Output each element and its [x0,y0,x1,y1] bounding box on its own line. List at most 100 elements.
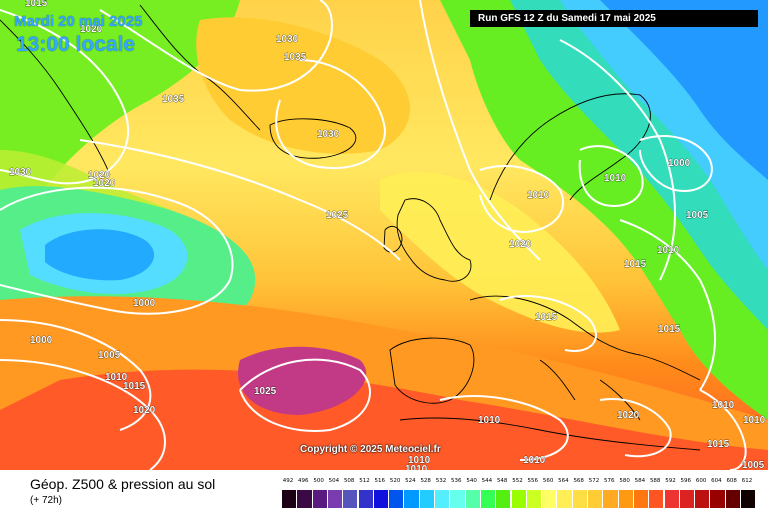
legend-label: 544 [481,478,493,484]
pressure-label: 1015 [123,381,146,392]
pressure-label: 1025 [326,210,349,221]
legend-label: 532 [435,478,447,484]
legend-label: 500 [313,478,324,484]
legend-swatch [633,490,649,508]
forecast-local-time: 13:00 locale [16,33,136,56]
pressure-label: 1000 [133,298,156,309]
pressure-label: 1015 [707,439,730,450]
legend-label: 524 [405,478,416,484]
legend-swatch [389,490,404,508]
forecast-date: Mardi 20 mai 2025 [14,13,143,30]
legend-label: 592 [665,478,676,484]
legend-swatch [588,490,603,508]
footer-bar: Géop. Z500 & pression au sol (+ 72h) 492… [0,470,768,512]
yellow-band-center [380,171,620,333]
pressure-label: 1020 [509,239,532,250]
legend-label: 572 [588,478,600,484]
blue-core-west [45,229,155,281]
legend-swatch [480,490,496,508]
pressure-label: 1020 [617,410,640,421]
pressure-label: 1035 [162,94,185,105]
legend-swatch [404,490,419,508]
legend-label: 536 [451,478,462,484]
legend-swatch [664,490,679,508]
legend-swatch [358,490,373,508]
legend-label: 584 [634,478,646,484]
pressure-label: 1030 [9,167,32,178]
pressure-label: 1030 [276,34,299,45]
red-band-south [0,369,768,470]
legend-label: 556 [527,478,539,484]
legend-label: 588 [649,478,661,484]
isobars [0,0,746,470]
legend-label: 552 [512,478,523,484]
legend-swatch [695,490,710,508]
orange-band-north [196,17,410,154]
legend-label: 496 [298,478,309,484]
legend-swatch [327,490,343,508]
pressure-label: 1010 [478,415,501,426]
legend-swatch [710,490,725,508]
legend-swatch [618,490,633,508]
legend-swatch [725,490,740,508]
legend-swatch [312,490,327,508]
pressure-label: 1015 [535,312,558,323]
legend-label: 492 [282,478,294,484]
pressure-labels: 1015 1020 1030 1035 1035 1030 1030 1020 … [9,0,766,470]
pressure-label: 1000 [30,335,53,346]
legend-swatch [450,490,465,508]
legend-swatch [297,490,312,508]
legend-label: 580 [619,478,630,484]
legend-swatch [557,490,572,508]
british-isles-coast [383,198,472,282]
pressure-label: 1010 [604,173,627,184]
legend-label: 604 [711,478,722,484]
legend-label: 528 [420,478,431,484]
legend-swatch [373,490,389,508]
pressure-label: 1010 [105,372,128,383]
pressure-label: 1005 [98,350,121,361]
pressure-label: 1010 [527,190,550,201]
legend-swatch [343,490,358,508]
parameter-title: Géop. Z500 & pression au sol [30,476,216,492]
pressure-label: 1025 [254,386,277,397]
pressure-label: 1020 [133,405,156,416]
legend-label: 504 [328,478,340,484]
north-africa-coast [399,417,701,451]
legend-swatch [435,490,450,508]
weather-map: 1015 1020 1030 1035 1035 1030 1030 1020 … [0,0,768,470]
pressure-label: 1010 [712,400,735,411]
pressure-label: 1010 [405,464,428,470]
pressure-label: 1005 [686,210,709,221]
pressure-label: 1015 [25,0,48,9]
copyright-notice: Copyright © 2025 Meteociel.fr [300,444,441,455]
legend-swatch [679,490,695,508]
legend-label: 608 [726,478,737,484]
legend-label: 548 [496,478,508,484]
purple-low-southwest [238,346,367,415]
legend-swatch [603,490,618,508]
pressure-label: 1035 [284,52,307,63]
legend-swatch [542,490,557,508]
pressure-label: 1005 [742,460,765,470]
legend-label: 568 [573,478,584,484]
lead-time: (+ 72h) [30,495,62,506]
legend-label: 508 [343,478,355,484]
legend-label: 512 [359,478,370,484]
pressure-label: 1000 [668,158,691,169]
legend-label: 596 [680,478,692,484]
pressure-label: 1010 [408,455,431,466]
legend-swatch [572,490,587,508]
legend-label: 560 [542,478,554,484]
greenland-coast [0,4,261,176]
legend-swatch [741,490,756,508]
pressure-label: 1030 [317,129,340,140]
legend-swatch [419,490,434,508]
pressure-label: 1015 [658,324,681,335]
legend-label: 564 [558,478,569,484]
pressure-label: 1020 [88,170,111,181]
legend-label: 540 [466,478,477,484]
legend-label: 520 [389,478,401,484]
legend-label: 600 [695,478,707,484]
pressure-label: 1020 [80,24,103,35]
